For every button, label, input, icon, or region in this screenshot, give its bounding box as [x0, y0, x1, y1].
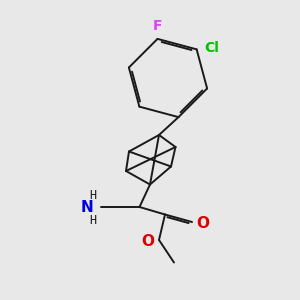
- Text: N: N: [81, 200, 93, 214]
- Text: H: H: [89, 214, 97, 226]
- Text: F: F: [153, 19, 162, 33]
- Text: Cl: Cl: [204, 41, 219, 55]
- Text: O: O: [196, 216, 209, 231]
- Text: H: H: [89, 189, 97, 202]
- Text: O: O: [142, 234, 154, 249]
